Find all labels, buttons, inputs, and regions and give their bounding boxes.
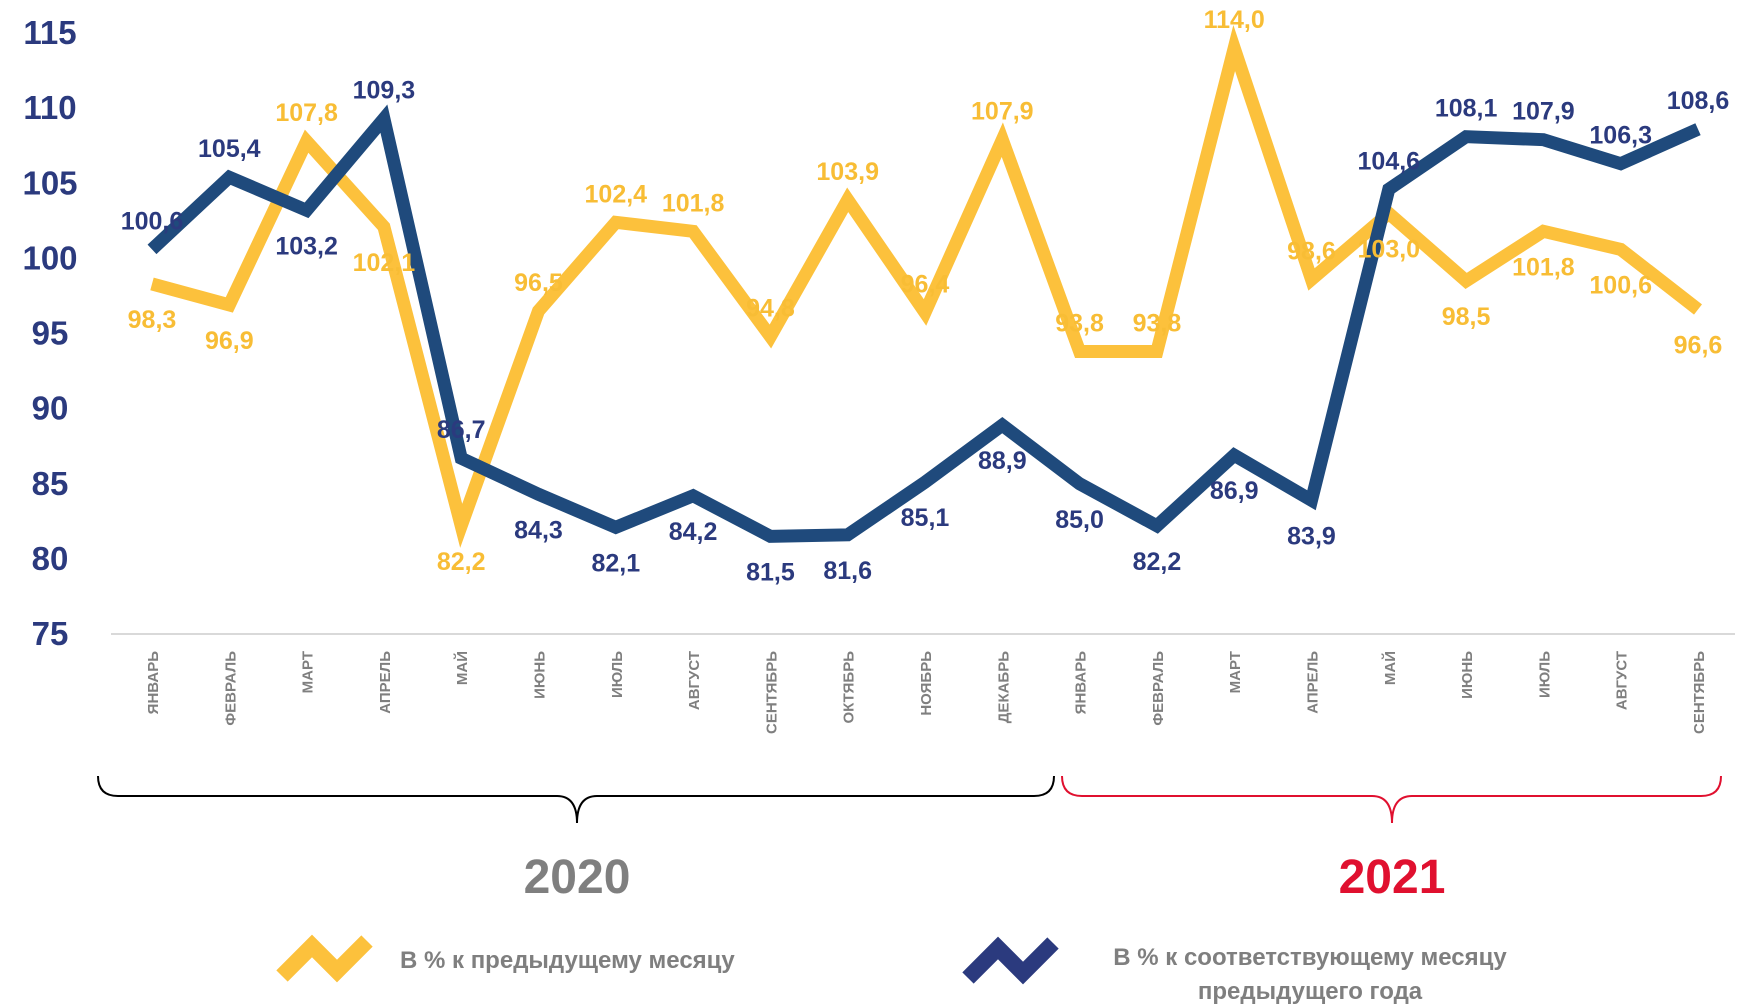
value-label: 96,6 <box>1674 331 1723 359</box>
x-tick-label: СЕНТЯБРЬ <box>1691 651 1708 734</box>
value-label: 94,8 <box>746 295 795 323</box>
value-label: 85,1 <box>901 504 950 532</box>
value-label: 81,6 <box>823 557 872 585</box>
value-label: 98,3 <box>128 306 177 334</box>
series-line <box>147 104 1701 543</box>
value-label: 105,4 <box>198 135 261 163</box>
value-label: 85,0 <box>1055 506 1104 534</box>
x-tick-label: ИЮЛЬ <box>1536 651 1553 698</box>
value-label: 109,3 <box>353 77 416 105</box>
value-label: 104,6 <box>1358 147 1421 175</box>
year-label: 2020 <box>524 851 631 904</box>
y-tick-label: 85 <box>32 465 69 502</box>
value-label: 98,5 <box>1442 303 1491 331</box>
x-tick-label: ДЕКАБРЬ <box>995 651 1012 723</box>
y-tick-label: 95 <box>32 315 69 352</box>
x-tick-label: АПРЕЛЬ <box>377 651 394 714</box>
value-label: 84,2 <box>669 518 718 546</box>
x-tick-label: ИЮНЬ <box>532 651 549 699</box>
legend-icon <box>962 936 1059 985</box>
y-tick-label: 100 <box>22 239 77 276</box>
value-label: 106,3 <box>1589 122 1652 150</box>
value-label: 107,8 <box>275 99 338 127</box>
value-label: 86,9 <box>1210 477 1259 505</box>
legend-label: В % к предыдущему месяцу <box>400 947 735 974</box>
value-label: 86,7 <box>437 416 486 444</box>
x-tick-label: АВГУСТ <box>1614 651 1631 710</box>
bracket-2021 <box>1061 775 1722 824</box>
value-label: 96,9 <box>205 327 254 355</box>
x-tick-label: ЯНВАРЬ <box>145 651 162 715</box>
x-tick-label: ИЮНЬ <box>1459 651 1476 699</box>
y-tick-label: 115 <box>23 14 76 51</box>
year-label: 2021 <box>1339 851 1446 904</box>
x-tick-label: ФЕВРАЛЬ <box>222 651 239 726</box>
y-tick-label: 80 <box>32 540 69 577</box>
value-label: 81,5 <box>746 558 795 586</box>
value-label: 101,8 <box>1512 253 1575 281</box>
legend-icon <box>276 934 373 983</box>
value-label: 103,9 <box>816 158 879 186</box>
y-tick-label: 90 <box>32 390 69 427</box>
value-label: 98,6 <box>1287 237 1336 265</box>
x-tick-label: МАЙ <box>1381 651 1399 685</box>
value-label: 107,9 <box>971 98 1034 126</box>
value-label: 103,2 <box>275 232 338 260</box>
value-label: 114,0 <box>1204 6 1265 34</box>
x-tick-label: СЕНТЯБРЬ <box>763 651 780 734</box>
value-label: 108,1 <box>1435 95 1498 123</box>
x-tick-label: МАЙ <box>453 651 471 685</box>
x-tick-label: ИЮЛЬ <box>609 651 626 698</box>
value-label: 100,6 <box>121 207 184 235</box>
series-line <box>150 24 1702 548</box>
y-tick-label: 75 <box>32 615 69 652</box>
x-tick-label: ЯНВАРЬ <box>1073 651 1090 715</box>
x-tick-label: АВГУСТ <box>686 651 703 710</box>
value-label: 96,4 <box>901 270 950 298</box>
x-tick-label: ФЕВРАЛЬ <box>1150 651 1167 726</box>
value-label: 88,9 <box>978 447 1027 475</box>
value-label: 96,5 <box>514 269 563 297</box>
value-label: 93,8 <box>1133 310 1182 338</box>
value-label: 82,2 <box>437 548 486 576</box>
bracket-2020 <box>97 775 1055 824</box>
value-label: 83,9 <box>1287 522 1336 550</box>
value-label: 82,1 <box>591 549 640 577</box>
value-label: 100,6 <box>1589 271 1652 299</box>
value-label: 93,8 <box>1055 310 1104 338</box>
x-tick-label: АПРЕЛЬ <box>1305 651 1322 714</box>
x-tick-label: МАРТ <box>300 651 317 693</box>
x-tick-label: МАРТ <box>1227 651 1244 693</box>
value-label: 102,1 <box>353 249 416 277</box>
value-label: 84,3 <box>514 516 563 544</box>
value-label: 82,2 <box>1133 548 1182 576</box>
x-tick-label: ОКТЯБРЬ <box>841 651 858 724</box>
value-label: 102,4 <box>585 180 648 208</box>
legend-label: В % к соответствующему месяцу предыдущег… <box>1113 944 1507 1005</box>
y-tick-label: 110 <box>23 89 76 126</box>
value-label: 108,6 <box>1667 87 1730 115</box>
x-tick-label: НОЯБРЬ <box>918 651 935 716</box>
value-label: 107,9 <box>1512 98 1575 126</box>
value-label: 101,8 <box>662 189 725 217</box>
value-label: 103,0 <box>1358 235 1421 263</box>
y-tick-label: 105 <box>22 164 77 201</box>
